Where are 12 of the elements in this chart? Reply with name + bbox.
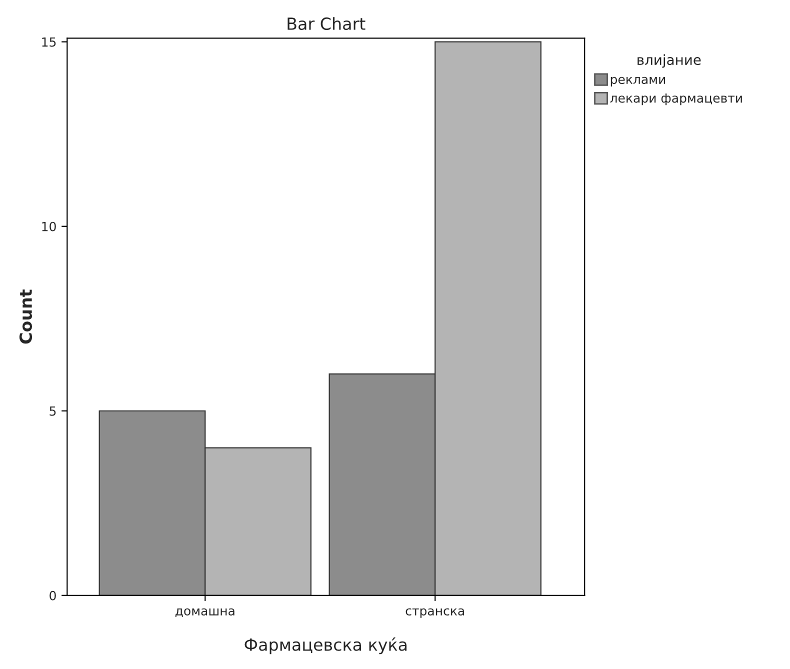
- legend-label: реклами: [610, 76, 666, 86]
- legend-title: влијание: [638, 54, 701, 68]
- x-tick-label: странска: [406, 608, 464, 618]
- x-tick-label: домашна: [175, 608, 234, 618]
- y-tick-label: 5: [50, 406, 56, 416]
- x-axis-title: Фармацевска куќа: [244, 637, 407, 654]
- y-axis-title: Count: [19, 289, 32, 344]
- chart-title: Bar Chart: [288, 17, 366, 30]
- y-tick-label: 10: [42, 222, 56, 232]
- legend-label: лекари фармацевти: [610, 93, 742, 106]
- y-tick-label: 15: [42, 37, 56, 47]
- y-tick-label: 0: [50, 590, 56, 600]
